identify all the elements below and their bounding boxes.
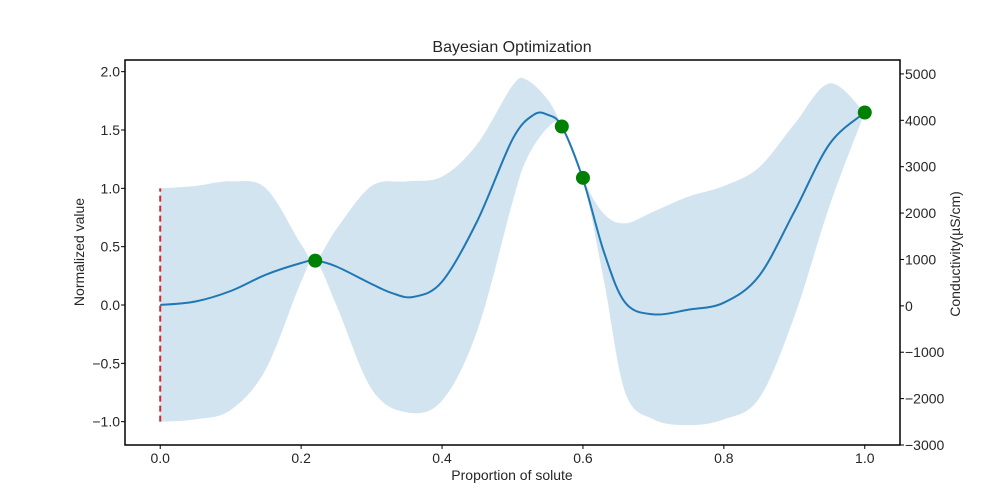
y-right-tick-label: 3000 [905,159,936,175]
plot-frame [124,59,901,446]
observation-point-1 [308,253,323,268]
y-left-tick-label: −0.5 [92,355,120,371]
y-left-axis-label: Normalized value [71,198,87,306]
y-right-tick-label: −3000 [905,437,945,453]
observation-point-3 [575,170,590,185]
y-right-tick-label: 2000 [905,205,936,221]
observation-point-2 [554,119,569,134]
y-right-tick-label: 0 [905,298,913,314]
y-left-tick-label: 0.0 [101,297,121,313]
x-tick-label: 0.6 [573,450,593,466]
mean-line [160,111,866,316]
x-tick-label: 0.4 [432,450,452,466]
x-axis-ticks: 0.0 0.2 0.4 0.6 0.8 1.0 [150,445,875,466]
y-right-tick-label: 5000 [905,66,936,82]
y-right-axis-label: Conductivity(µS/cm) [947,191,963,317]
x-tick-label: 1.0 [855,450,875,466]
x-axis-label: Proportion of solute [451,467,573,483]
y-left-tick-label: 1.0 [101,180,121,196]
x-tick-label: 0.2 [291,450,311,466]
confidence-band [160,77,865,426]
chart-title: Bayesian Optimization [432,39,591,56]
y-left-tick-label: 0.5 [101,239,121,255]
y-left-tick-label: −1.0 [92,414,120,430]
y-left-tick-label: 2.0 [101,64,121,80]
plot-content [159,77,872,426]
observation-point-4 [857,105,872,120]
x-tick-label: 0.8 [714,450,734,466]
x-tick-label: 0.0 [150,450,170,466]
y-left-tick-label: 1.5 [101,122,121,138]
y-right-tick-label: 1000 [905,251,936,267]
y-left-axis-ticks: −1.0 −0.5 0.0 0.5 1.0 1.5 2.0 [92,64,125,430]
y-right-tick-label: 4000 [905,112,936,128]
y-right-tick-label: −1000 [905,344,945,360]
observation-points [308,105,872,268]
y-right-axis-ticks: −3000 −2000 −1000 0 1000 2000 3000 4000 5000 [900,66,945,453]
y-right-tick-label: −2000 [905,391,945,407]
